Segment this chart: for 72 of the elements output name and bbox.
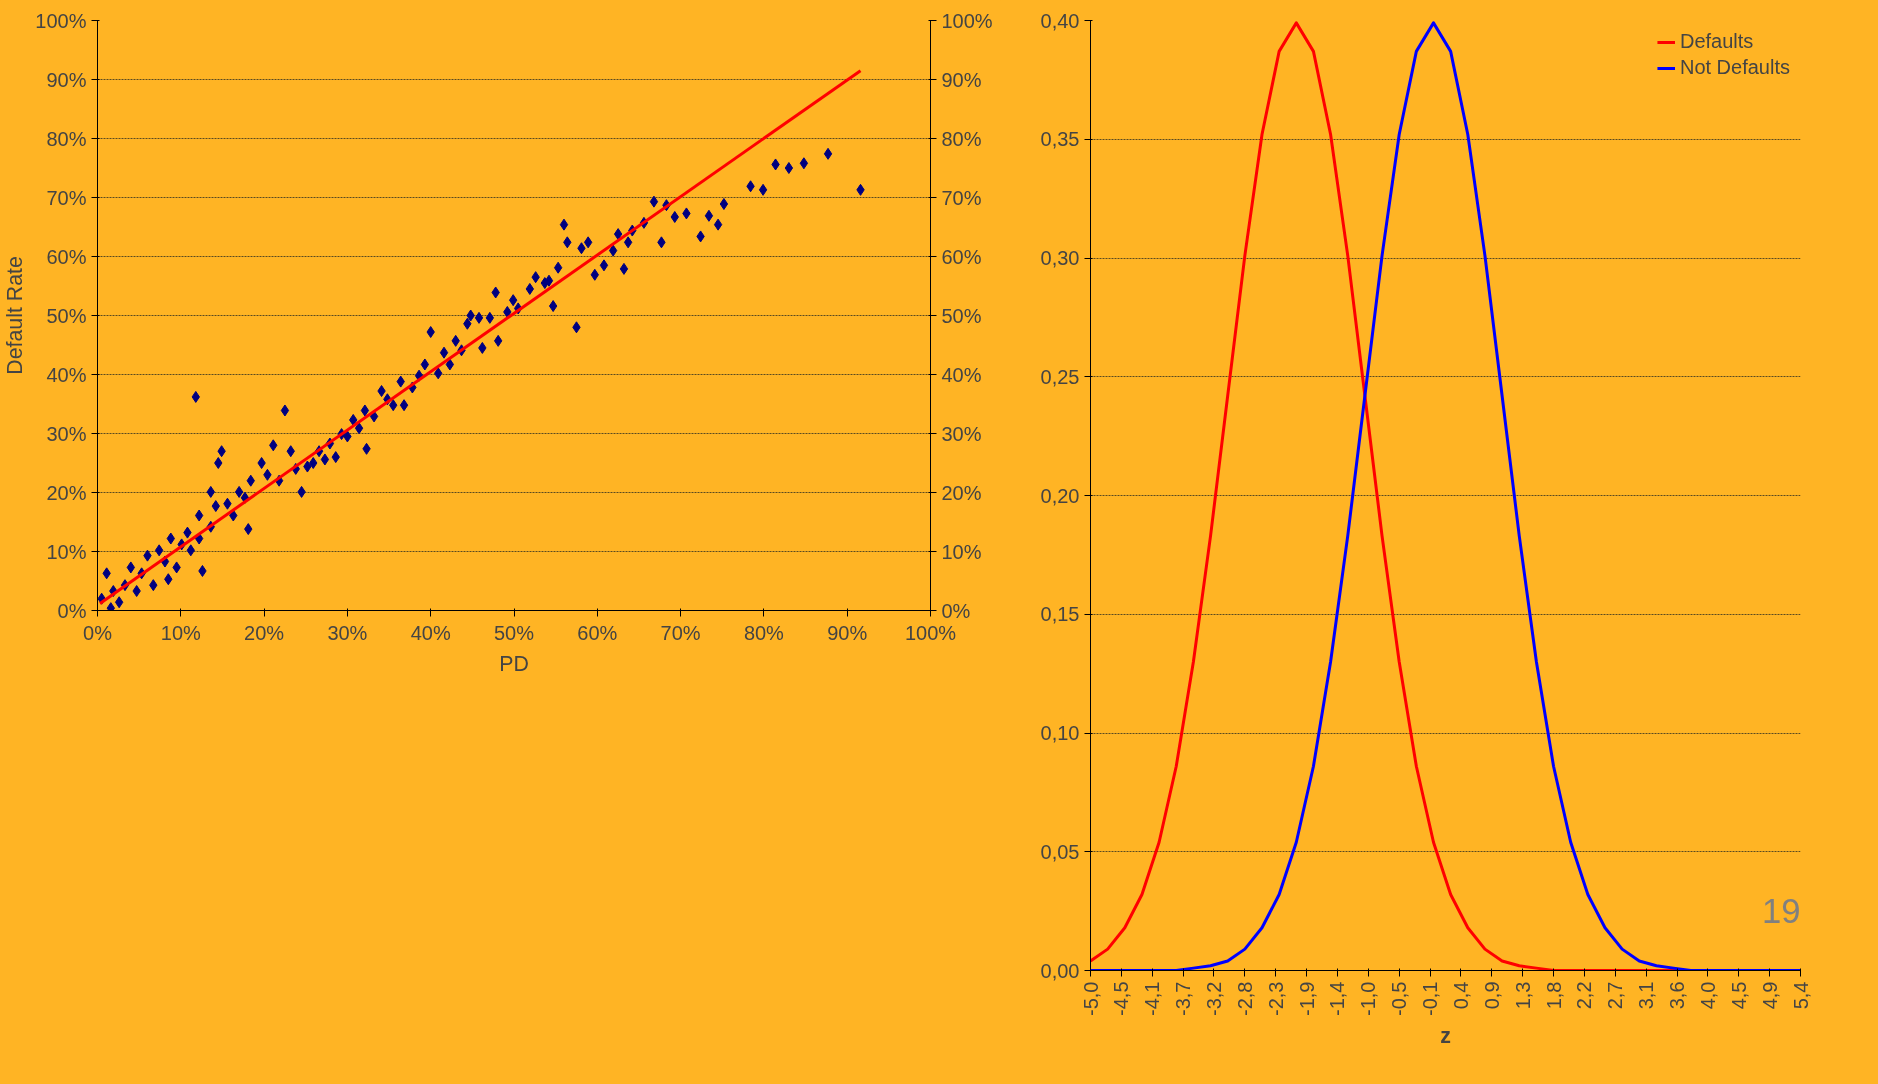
x-tick-label: 20% bbox=[244, 621, 285, 644]
x-tick-label: -1,9 bbox=[1295, 981, 1318, 1016]
y-tick-label: 0,15 bbox=[1040, 603, 1080, 626]
annotation: 19 bbox=[1761, 892, 1801, 930]
x-tick-label: 4,0 bbox=[1696, 981, 1719, 1010]
x-tick-label: 0,4 bbox=[1449, 981, 1472, 1010]
x-tick-label: 2,7 bbox=[1604, 981, 1627, 1010]
y-tick-label: 0,40 bbox=[1040, 9, 1080, 32]
x-tick-label: 10% bbox=[160, 621, 202, 644]
y2-tick-label: 0% bbox=[941, 599, 971, 622]
x-tick-label: 40% bbox=[410, 621, 451, 644]
y2-tick-label: 20% bbox=[941, 481, 982, 504]
y-tick-label: 90% bbox=[46, 68, 87, 91]
x-tick-label: 50% bbox=[493, 621, 535, 644]
y-tick-label: 0,05 bbox=[1040, 840, 1080, 863]
x-tick-label: -0,5 bbox=[1388, 981, 1411, 1016]
x-tick-label: -3,7 bbox=[1172, 981, 1195, 1016]
x-tick-label: -2,8 bbox=[1233, 981, 1256, 1016]
y2-tick-label: 60% bbox=[941, 245, 982, 268]
y-axis-title: Default Rate bbox=[3, 256, 28, 375]
y-tick-label: 80% bbox=[46, 127, 87, 150]
y-tick-label: 0,30 bbox=[1040, 247, 1080, 269]
legend-label: Not Defaults bbox=[1679, 56, 1790, 79]
x-axis-title: z bbox=[1440, 1023, 1451, 1048]
x-tick-label: -0,1 bbox=[1419, 981, 1442, 1016]
x-tick-label: 5,4 bbox=[1789, 981, 1812, 1010]
x-tick-label: -5,0 bbox=[1079, 981, 1102, 1016]
y-tick-label: 0% bbox=[57, 599, 87, 622]
y-tick-label: 0,10 bbox=[1040, 722, 1080, 744]
x-tick-label: -4,5 bbox=[1110, 981, 1133, 1016]
y2-tick-label: 10% bbox=[941, 540, 982, 563]
y2-tick-label: 50% bbox=[941, 304, 982, 327]
legend-label: Defaults bbox=[1679, 30, 1754, 53]
y-tick-label: 20% bbox=[46, 481, 87, 504]
x-tick-label: 0,9 bbox=[1480, 981, 1503, 1010]
y2-tick-label: 30% bbox=[941, 422, 982, 445]
y-tick-label: 40% bbox=[46, 363, 87, 386]
x-tick-label: -1,0 bbox=[1357, 981, 1380, 1016]
y-tick-label: 60% bbox=[46, 245, 87, 268]
y-tick-label: 10% bbox=[46, 540, 87, 563]
y-tick-label: 70% bbox=[46, 186, 87, 209]
x-tick-label: 1,8 bbox=[1542, 981, 1565, 1010]
x-tick-label: -1,4 bbox=[1326, 981, 1349, 1016]
x-tick-label: 1,3 bbox=[1511, 981, 1534, 1010]
y-tick-label: 0,25 bbox=[1040, 365, 1080, 388]
x-tick-label: 3,1 bbox=[1635, 981, 1658, 1010]
x-tick-label: 4,5 bbox=[1727, 981, 1750, 1010]
x-tick-label: -4,1 bbox=[1141, 981, 1164, 1016]
x-tick-label: 3,6 bbox=[1666, 981, 1689, 1010]
x-tick-label: -2,3 bbox=[1264, 981, 1287, 1016]
y-tick-label: 50% bbox=[46, 304, 87, 327]
x-tick-label: -3,2 bbox=[1202, 981, 1225, 1016]
y-tick-label: 0,20 bbox=[1040, 484, 1080, 507]
y2-tick-label: 90% bbox=[941, 68, 982, 91]
x-tick-label: 70% bbox=[660, 621, 701, 644]
x-axis-title: PD bbox=[499, 651, 529, 676]
x-tick-label: 100% bbox=[904, 621, 957, 644]
y-tick-label: 0,35 bbox=[1040, 128, 1080, 151]
x-tick-label: 0% bbox=[83, 621, 113, 644]
y2-tick-label: 80% bbox=[941, 127, 982, 150]
y-tick-label: 30% bbox=[46, 422, 87, 445]
x-tick-label: 4,9 bbox=[1758, 981, 1781, 1010]
y2-tick-label: 40% bbox=[941, 363, 982, 386]
x-tick-label: 30% bbox=[327, 621, 368, 644]
y2-tick-label: 100% bbox=[941, 9, 993, 32]
x-tick-label: 80% bbox=[743, 621, 785, 644]
y-tick-label: 100% bbox=[35, 9, 87, 32]
x-tick-label: 60% bbox=[577, 621, 618, 644]
y-tick-label: 0,00 bbox=[1040, 959, 1080, 982]
x-tick-label: 2,2 bbox=[1573, 981, 1596, 1010]
y2-tick-label: 70% bbox=[941, 186, 982, 209]
x-tick-label: 90% bbox=[827, 621, 868, 644]
